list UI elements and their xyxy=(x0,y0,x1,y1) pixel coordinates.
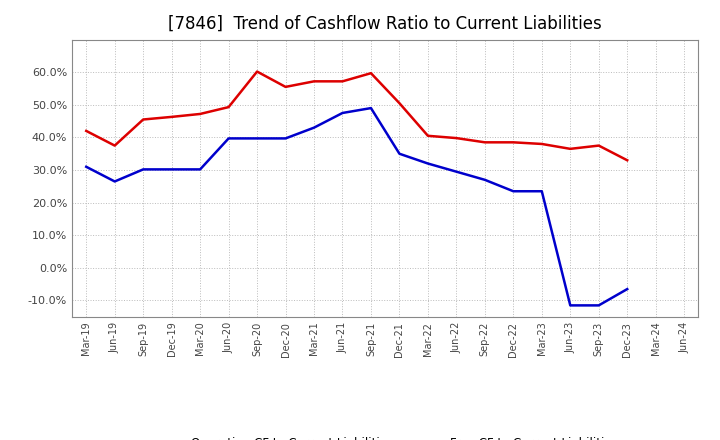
Operating CF to Current Liabilities xyxy=(537,141,546,147)
Title: [7846]  Trend of Cashflow Ratio to Current Liabilities: [7846] Trend of Cashflow Ratio to Curren… xyxy=(168,15,602,33)
Free CF to Current Liabilities xyxy=(595,303,603,308)
Free CF to Current Liabilities xyxy=(82,164,91,169)
Free CF to Current Liabilities xyxy=(509,189,518,194)
Free CF to Current Liabilities xyxy=(253,136,261,141)
Free CF to Current Liabilities xyxy=(338,110,347,116)
Operating CF to Current Liabilities xyxy=(110,143,119,148)
Free CF to Current Liabilities xyxy=(480,177,489,183)
Operating CF to Current Liabilities xyxy=(225,104,233,110)
Free CF to Current Liabilities xyxy=(537,189,546,194)
Free CF to Current Liabilities xyxy=(110,179,119,184)
Operating CF to Current Liabilities xyxy=(167,114,176,120)
Operating CF to Current Liabilities xyxy=(139,117,148,122)
Operating CF to Current Liabilities xyxy=(196,111,204,117)
Free CF to Current Liabilities xyxy=(452,169,461,174)
Free CF to Current Liabilities xyxy=(139,167,148,172)
Free CF to Current Liabilities xyxy=(366,106,375,111)
Free CF to Current Liabilities xyxy=(423,161,432,166)
Free CF to Current Liabilities xyxy=(282,136,290,141)
Free CF to Current Liabilities xyxy=(566,303,575,308)
Operating CF to Current Liabilities xyxy=(595,143,603,148)
Operating CF to Current Liabilities xyxy=(480,139,489,145)
Free CF to Current Liabilities xyxy=(225,136,233,141)
Legend: Operating CF to Current Liabilities, Free CF to Current Liabilities: Operating CF to Current Liabilities, Fre… xyxy=(148,433,623,440)
Free CF to Current Liabilities xyxy=(623,286,631,292)
Operating CF to Current Liabilities xyxy=(310,79,318,84)
Operating CF to Current Liabilities xyxy=(452,136,461,141)
Free CF to Current Liabilities xyxy=(167,167,176,172)
Operating CF to Current Liabilities xyxy=(338,79,347,84)
Free CF to Current Liabilities xyxy=(310,125,318,130)
Operating CF to Current Liabilities xyxy=(82,128,91,134)
Free CF to Current Liabilities xyxy=(395,151,404,156)
Operating CF to Current Liabilities xyxy=(395,101,404,106)
Line: Operating CF to Current Liabilities: Operating CF to Current Liabilities xyxy=(86,72,627,160)
Line: Free CF to Current Liabilities: Free CF to Current Liabilities xyxy=(86,108,627,305)
Operating CF to Current Liabilities xyxy=(282,84,290,89)
Free CF to Current Liabilities xyxy=(196,167,204,172)
Operating CF to Current Liabilities xyxy=(253,69,261,74)
Operating CF to Current Liabilities xyxy=(366,70,375,76)
Operating CF to Current Liabilities xyxy=(623,158,631,163)
Operating CF to Current Liabilities xyxy=(509,139,518,145)
Operating CF to Current Liabilities xyxy=(423,133,432,139)
Operating CF to Current Liabilities xyxy=(566,146,575,151)
